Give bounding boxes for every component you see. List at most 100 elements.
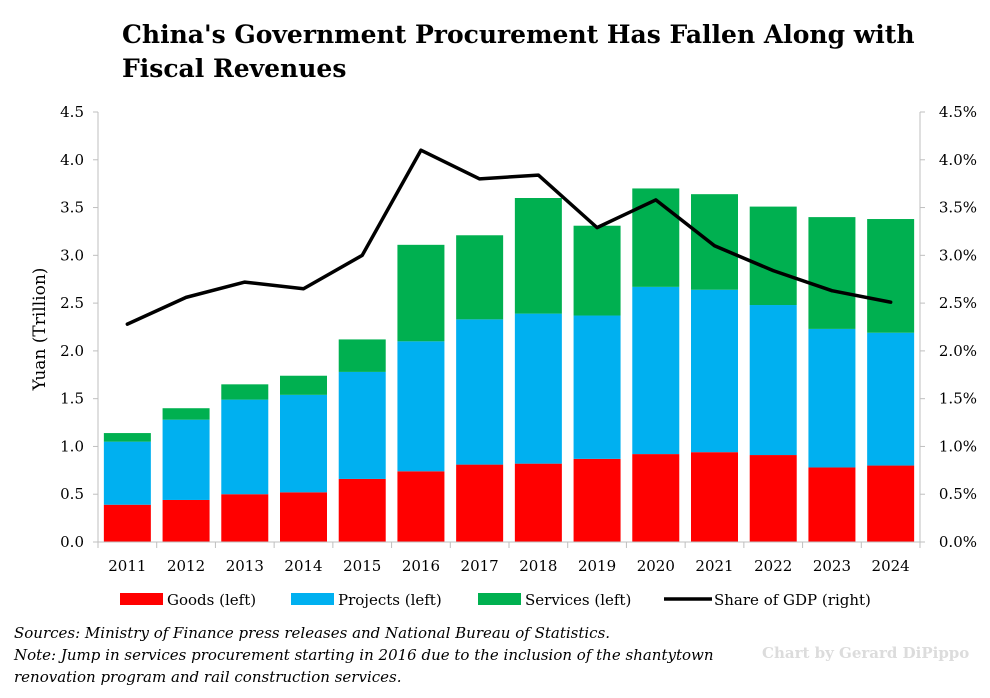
bar-goods: [221, 494, 269, 542]
bar-goods: [162, 499, 210, 542]
right-tick-label: 4.0%: [939, 151, 977, 169]
x-tick-label: 2023: [813, 557, 851, 575]
bar-goods: [280, 492, 327, 542]
right-tick-label: 3.5%: [939, 199, 977, 217]
chart-title-line-2: Fiscal Revenues: [122, 54, 347, 83]
bar-projects: [867, 332, 915, 466]
share-of-gdp-point: [302, 287, 305, 291]
bar-projects: [103, 441, 151, 505]
legend-swatch: [120, 593, 163, 605]
share-of-gdp-point: [595, 226, 599, 230]
legend-item: Services (left): [478, 591, 631, 609]
left-tick-label: 1.5: [60, 390, 84, 408]
right-tick-label: 3.0%: [939, 246, 977, 264]
legend-label: Goods (left): [167, 591, 256, 609]
bar-projects: [808, 328, 856, 468]
bar-projects: [221, 399, 269, 495]
legend: Goods (left) Projects (left) Services (lef…: [120, 591, 871, 609]
left-tick-label: 4.5: [60, 103, 84, 121]
share-of-gdp-point: [889, 300, 893, 304]
chart-credit: Chart by Gerard DiPippo: [762, 644, 970, 662]
share-of-gdp-point: [125, 322, 129, 326]
right-tick-label: 4.5%: [939, 103, 977, 121]
legend-item: Share of GDP (right): [664, 591, 871, 609]
share-of-gdp-point: [243, 280, 247, 284]
x-tick-label: 2013: [226, 557, 264, 575]
bar-goods: [456, 464, 504, 542]
bar-services: [338, 339, 386, 372]
bar-goods: [632, 454, 680, 542]
x-tick-label: 2014: [284, 557, 322, 575]
share-of-gdp-point: [360, 253, 364, 257]
bar-goods: [691, 452, 738, 542]
bar-projects: [573, 315, 621, 459]
left-tick-label: 0.0: [60, 533, 84, 551]
bar-services: [691, 194, 738, 290]
right-tick-label: 1.0%: [939, 437, 977, 455]
right-tick-label: 0.0%: [939, 533, 977, 551]
bar-services: [103, 433, 151, 442]
right-tick-label: 1.5%: [939, 390, 977, 408]
bar-goods: [808, 467, 856, 542]
bar-projects: [456, 319, 504, 465]
bar-goods: [749, 455, 797, 542]
legend-label: Projects (left): [338, 591, 442, 609]
share-of-gdp-line: [125, 148, 893, 326]
x-axis: 2011 2012 2013 2014 2015 2016 2017 2018 2019 2020…: [97, 541, 921, 575]
x-tick-label: 2024: [872, 557, 910, 575]
left-tick-label: 4.0: [60, 151, 84, 169]
share-of-gdp-point: [419, 148, 423, 152]
x-tick-label: 2011: [108, 557, 146, 575]
share-of-gdp-point: [478, 177, 482, 181]
legend-label: Services (left): [525, 591, 631, 609]
right-axis: 0.0% 0.5% 1.0% 1.5% 2.0% 2.5% 3.0% 3.5% 4.0% 4.5%: [919, 103, 977, 551]
legend-item: Projects (left): [291, 591, 442, 609]
legend-swatch: [478, 593, 521, 605]
left-axis: 0.0 0.5 1.0 1.5 2.0 2.5 3.0 3.5 4.0 4.5 Yuan (Tril…: [30, 103, 99, 551]
left-tick-label: 0.5: [60, 485, 84, 503]
share-line: [125, 148, 893, 326]
bar-services: [573, 225, 621, 316]
right-tick-label: 0.5%: [939, 485, 977, 503]
share-of-gdp-point: [654, 198, 658, 202]
left-tick-label: 2.5: [60, 294, 84, 312]
left-tick-label: 1.0: [60, 437, 84, 455]
left-tick-label: 3.0: [60, 246, 84, 264]
bar-projects: [691, 289, 738, 453]
note-line-2: renovation program and rail construction…: [14, 668, 402, 686]
bar-services: [162, 408, 210, 420]
bar-services: [280, 375, 327, 395]
chart-notes: Sources: Ministry of Finance press relea…: [14, 622, 774, 688]
bar-goods: [573, 458, 621, 542]
legend-swatch: [291, 593, 334, 605]
share-of-gdp-point: [536, 173, 540, 177]
chart-area: 0.0 0.5 1.0 1.5 2.0 2.5 3.0 3.5 4.0 4.5 Yuan (Tril…: [30, 103, 977, 609]
chart-title: China's Government Procurement Has Falle…: [122, 18, 942, 86]
bar-projects: [514, 313, 562, 464]
share-of-gdp-point: [830, 289, 834, 293]
bar-projects: [280, 394, 327, 493]
bar-projects: [338, 371, 386, 479]
bar-goods: [103, 504, 151, 542]
share-of-gdp-point: [771, 269, 775, 273]
legend-item: Goods (left): [120, 591, 256, 609]
legend-label: Share of GDP (right): [714, 591, 871, 609]
left-tick-label: 2.0: [60, 342, 84, 360]
share-of-gdp-point: [184, 295, 188, 299]
left-tick-label: 3.5: [60, 199, 84, 217]
x-tick-label: 2016: [402, 557, 440, 575]
bar-projects: [397, 341, 445, 472]
bar-services: [749, 206, 797, 306]
bar-goods: [867, 465, 915, 542]
bars: [103, 188, 915, 542]
bar-services: [514, 198, 562, 314]
bar-services: [808, 217, 856, 329]
bar-services: [632, 188, 680, 287]
bar-services: [221, 384, 269, 400]
x-tick-label: 2021: [695, 557, 733, 575]
x-tick-label: 2018: [519, 557, 557, 575]
bar-services: [867, 219, 915, 333]
x-tick-label: 2017: [461, 557, 499, 575]
bar-projects: [749, 305, 797, 456]
note-line-1: Note: Jump in services procurement start…: [14, 646, 714, 664]
